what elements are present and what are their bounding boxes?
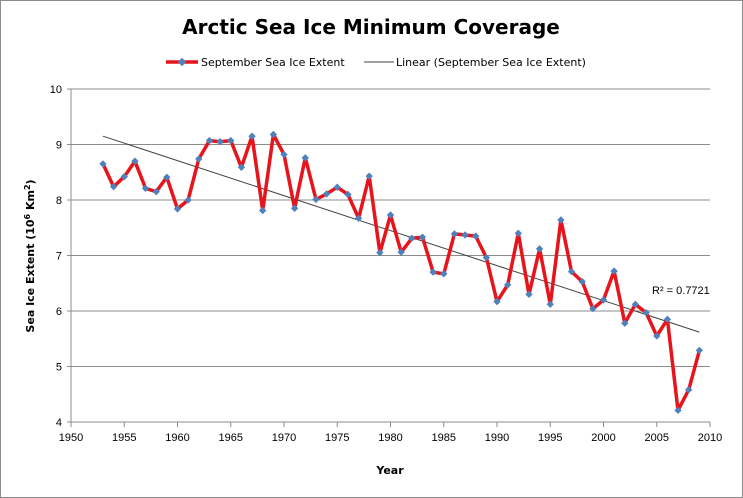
- data-point-1963: [205, 136, 214, 145]
- data-point-2000: [599, 296, 608, 304]
- data-point-1994: [535, 245, 544, 253]
- data-point-2006: [663, 315, 672, 323]
- data-point-1971: [290, 204, 299, 213]
- x-axis-ticks: 1950 1955 1960 1965 1970 1975 1980 1985 1990 1995…: [59, 422, 722, 444]
- data-markers: [99, 130, 704, 415]
- y-axis-title-mid: Km: [24, 190, 37, 214]
- data-point-1969: [269, 130, 278, 139]
- data-point-1978: [365, 172, 373, 180]
- y-tick-label-10: 10: [50, 84, 62, 96]
- data-point-1953: [99, 160, 107, 168]
- data-point-1993: [525, 290, 533, 299]
- data-point-1989: [482, 254, 491, 262]
- data-point-1985: [440, 270, 448, 278]
- y-axis-title-end: ): [24, 179, 37, 184]
- data-point-2002: [621, 319, 629, 327]
- data-point-1995: [546, 300, 554, 308]
- x-tick-label-1990: 1990: [485, 432, 509, 444]
- trendline: [102, 135, 700, 333]
- legend-trendline-label: Linear (September Sea Ice Extent): [396, 56, 586, 69]
- data-point-1981: [397, 248, 405, 256]
- legend-series-marker: [177, 57, 187, 67]
- data-point-2003: [631, 300, 640, 309]
- data-point-1988: [472, 232, 480, 240]
- data-point-1967: [248, 132, 256, 140]
- data-point-1990: [493, 297, 501, 306]
- gridlines: [71, 88, 710, 367]
- y-axis-ticks: 4 5 6 7 8 9 10: [50, 84, 71, 429]
- x-tick-label-1975: 1975: [325, 432, 349, 444]
- data-point-1959: [163, 173, 171, 181]
- series-line-september-extent: [101, 132, 702, 413]
- y-tick-label-8: 8: [56, 195, 62, 207]
- x-tick-label-2000: 2000: [591, 432, 615, 444]
- data-point-1976: [344, 190, 352, 199]
- y-axis-title: Sea Ice Extent (106 Km2): [23, 179, 37, 332]
- y-tick-label-9: 9: [56, 140, 62, 152]
- legend-series-label: September Sea Ice Extent: [201, 56, 345, 69]
- y-tick-label-7: 7: [56, 251, 62, 263]
- y-tick-label-5: 5: [56, 362, 62, 374]
- data-series: [101, 132, 702, 413]
- chart-title: Arctic Sea Ice Minimum Coverage: [182, 15, 560, 39]
- y-tick-label-4: 4: [56, 417, 62, 429]
- x-tick-label-2010: 2010: [698, 432, 722, 444]
- data-point-1986: [450, 230, 459, 238]
- x-tick-label-1985: 1985: [432, 432, 456, 444]
- data-point-2008: [685, 386, 693, 394]
- data-point-1977: [354, 214, 363, 222]
- data-point-1992: [514, 229, 522, 237]
- legend: September Sea Ice Extent Linear (Septemb…: [166, 56, 586, 69]
- x-tick-label-1980: 1980: [378, 432, 402, 444]
- data-point-1991: [503, 281, 512, 289]
- data-point-1956: [131, 157, 139, 165]
- data-point-1980: [386, 211, 395, 219]
- data-point-2005: [653, 332, 661, 340]
- trendline-line: [102, 135, 700, 333]
- data-point-1973: [312, 195, 320, 204]
- data-point-2004: [642, 308, 650, 317]
- data-point-1984: [429, 268, 437, 276]
- data-point-1957: [141, 184, 150, 192]
- y-axis-title-main: Sea Ice Extent (10: [24, 219, 37, 332]
- x-axis-title: Year: [375, 464, 404, 477]
- y-axis-title-sup1: 6: [23, 213, 32, 219]
- data-point-1972: [301, 154, 309, 162]
- data-point-1997: [567, 267, 576, 276]
- data-point-1998: [578, 277, 586, 286]
- y-axis-title-sup2: 2: [23, 184, 32, 190]
- data-point-1983: [418, 233, 427, 241]
- x-tick-label-1995: 1995: [538, 432, 562, 444]
- r-squared-annotation: R² = 0.7721: [652, 285, 710, 297]
- y-tick-label-6: 6: [56, 306, 62, 318]
- x-tick-label-1950: 1950: [59, 432, 83, 444]
- data-point-2009: [695, 346, 704, 355]
- data-point-1954: [109, 183, 118, 191]
- x-tick-label-1970: 1970: [272, 432, 296, 444]
- x-tick-label-1955: 1955: [112, 432, 136, 444]
- x-tick-label-1960: 1960: [165, 432, 189, 444]
- data-point-1987: [461, 231, 469, 239]
- data-point-1996: [557, 216, 565, 224]
- x-tick-label-1965: 1965: [219, 432, 243, 444]
- data-point-1968: [258, 206, 267, 215]
- x-tick-label-2005: 2005: [645, 432, 669, 444]
- data-point-1961: [184, 196, 192, 204]
